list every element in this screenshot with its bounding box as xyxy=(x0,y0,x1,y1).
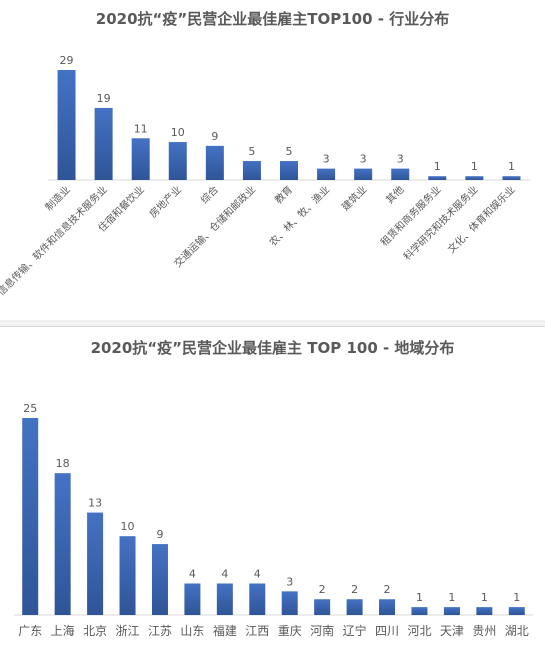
category-label: 文化、体育和娱乐业 xyxy=(445,183,518,256)
bar xyxy=(428,176,446,180)
value-label: 2 xyxy=(319,583,326,596)
value-label: 5 xyxy=(286,145,293,158)
bar xyxy=(55,473,71,615)
bar xyxy=(87,513,103,615)
value-label: 1 xyxy=(481,591,488,604)
value-label: 1 xyxy=(416,591,423,604)
value-label: 2 xyxy=(351,583,358,596)
bar xyxy=(444,607,460,615)
value-label: 3 xyxy=(397,153,404,166)
value-label: 4 xyxy=(254,567,261,580)
category-label: 江苏 xyxy=(148,624,172,638)
value-label: 3 xyxy=(323,153,330,166)
value-label: 9 xyxy=(156,528,163,541)
category-label: 江西 xyxy=(245,624,269,638)
category-label: 房地产业 xyxy=(146,183,183,220)
category-label: 重庆 xyxy=(278,624,302,638)
bar xyxy=(206,146,224,180)
value-label: 19 xyxy=(97,92,111,105)
bar xyxy=(391,169,409,180)
bar xyxy=(95,108,113,180)
category-label: 河南 xyxy=(310,623,334,638)
bar xyxy=(502,176,520,180)
bar xyxy=(184,583,200,615)
bar xyxy=(243,161,261,180)
value-label: 10 xyxy=(171,126,185,139)
value-label: 9 xyxy=(211,130,218,143)
value-label: 10 xyxy=(121,520,135,533)
category-label: 广东 xyxy=(18,624,42,638)
category-label: 辽宁 xyxy=(343,623,367,638)
category-label: 教育 xyxy=(272,183,295,206)
bar xyxy=(476,607,492,615)
bar xyxy=(509,607,525,615)
value-label: 4 xyxy=(221,567,228,580)
bar xyxy=(465,176,483,180)
value-label: 25 xyxy=(23,402,37,415)
bar xyxy=(411,607,427,615)
category-label: 建筑业 xyxy=(339,183,369,213)
value-label: 1 xyxy=(448,591,455,604)
category-label: 湖北 xyxy=(505,623,529,638)
bar xyxy=(379,599,395,615)
category-label: 上海 xyxy=(51,623,75,638)
category-label: 福建 xyxy=(213,623,237,638)
bar xyxy=(282,591,298,615)
value-label: 1 xyxy=(434,160,441,173)
value-label: 3 xyxy=(286,575,293,588)
value-label: 5 xyxy=(248,145,255,158)
value-label: 2 xyxy=(384,583,391,596)
category-label: 农、林、牧、渔业 xyxy=(266,183,332,249)
region-chart-panel: 2020抗“疫”民营企业最佳雇主 TOP 100 - 地域分布 25 广东 18 上海… xyxy=(0,326,545,653)
category-label: 山东 xyxy=(180,624,204,638)
value-label: 1 xyxy=(471,160,478,173)
category-label: 制造业 xyxy=(42,183,72,213)
value-label: 4 xyxy=(189,567,196,580)
category-label: 浙江 xyxy=(116,624,140,638)
value-label: 11 xyxy=(134,122,148,135)
bar xyxy=(249,583,265,615)
value-label: 18 xyxy=(56,457,70,470)
category-label: 其他 xyxy=(383,183,406,206)
bar xyxy=(132,138,150,180)
industry-chart-panel: 2020抗“疫”民营企业最佳雇主TOP100 - 行业分布 29 制造业 19 信息传… xyxy=(0,0,545,320)
category-label: 天津 xyxy=(440,624,464,638)
bar xyxy=(22,418,38,615)
category-label: 综合 xyxy=(198,183,221,206)
bar xyxy=(169,142,187,180)
bar xyxy=(314,599,330,615)
bar xyxy=(280,161,298,180)
bar xyxy=(217,583,233,615)
value-label: 3 xyxy=(360,153,367,166)
category-label: 四川 xyxy=(375,624,399,638)
bar xyxy=(317,169,335,180)
category-label: 贵州 xyxy=(472,624,496,638)
industry-bar-chart: 29制造业19信息传输、软件和信息技术服务业11住宿和餐饮业10房地产业9综合5… xyxy=(0,20,545,320)
bar xyxy=(152,544,168,615)
bar xyxy=(354,169,372,180)
value-label: 1 xyxy=(513,591,520,604)
value-label: 13 xyxy=(88,497,102,510)
region-bar-chart: 25 广东 18 上海 13 北京 10 浙江 9 江苏 4 山东 4 福建 4 江西 3 重庆 2 河南 2 辽宁 2 四川… xyxy=(0,327,545,653)
value-label: 1 xyxy=(508,160,515,173)
bar xyxy=(58,70,76,180)
bar xyxy=(120,536,136,615)
category-label: 河北 xyxy=(407,624,431,638)
value-label: 29 xyxy=(60,54,74,67)
bar xyxy=(347,599,363,615)
category-label: 北京 xyxy=(83,624,107,638)
